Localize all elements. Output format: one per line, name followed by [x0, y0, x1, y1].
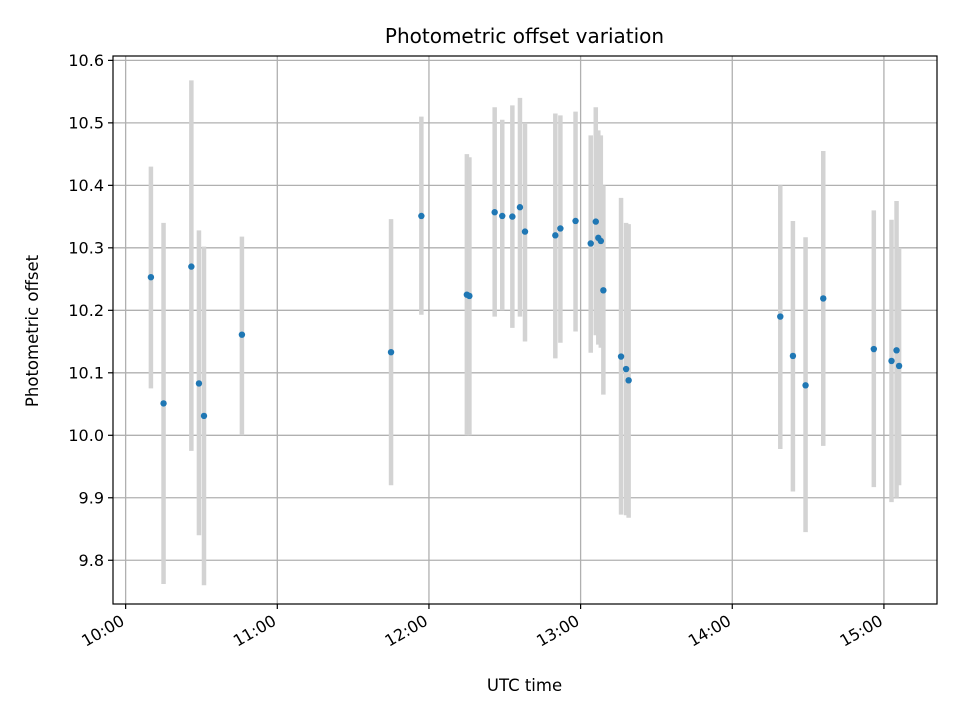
data-point [188, 263, 195, 270]
data-point [777, 313, 784, 320]
y-tick-label: 9.8 [79, 551, 104, 570]
x-axis-ticks: 10:00 11:00 12:00 13:00 14:00 15:00 [78, 604, 886, 651]
x-tick-label: 13:00 [533, 611, 582, 651]
data-point [587, 240, 594, 247]
data-point [557, 225, 564, 232]
y-tick-label: 9.9 [79, 488, 104, 507]
error-bars [148, 80, 902, 586]
x-tick-label: 14:00 [685, 611, 734, 651]
data-point [147, 273, 155, 281]
data-point [895, 362, 903, 370]
data-point [622, 365, 630, 373]
data-point [597, 237, 605, 245]
x-tick-label: 11:00 [230, 611, 279, 651]
y-tick-label: 10.4 [68, 176, 104, 195]
y-tick-label: 10.0 [68, 426, 104, 445]
data-point [600, 287, 607, 294]
x-tick-label: 10:00 [78, 611, 127, 651]
y-tick-label: 10.6 [68, 51, 104, 70]
data-point [802, 382, 809, 389]
data-point [387, 348, 395, 356]
y-tick-label: 10.2 [68, 301, 104, 320]
y-tick-label: 10.1 [68, 363, 104, 382]
axes-frame [112, 55, 938, 605]
y-tick-label: 10.5 [68, 113, 104, 132]
plot-frame [112, 55, 938, 605]
data-point [509, 213, 516, 220]
data-point [195, 380, 203, 387]
data-point [552, 232, 559, 239]
x-axis-label: UTC time [487, 676, 562, 695]
data-point [491, 209, 498, 216]
data-point [617, 353, 625, 360]
data-point [789, 352, 797, 360]
data-point [521, 228, 529, 235]
data-points [147, 204, 903, 420]
data-point [160, 400, 167, 407]
data-point [820, 295, 827, 302]
x-tick-label: 12:00 [382, 611, 431, 651]
data-point [200, 412, 208, 420]
x-tick-label: 15:00 [836, 611, 885, 651]
data-point [238, 331, 246, 338]
y-tick-label: 10.3 [68, 238, 104, 257]
data-point [516, 204, 524, 211]
data-point [592, 218, 599, 225]
y-axis-ticks: 9.8 9.9 10.0 10.1 10.2 10.3 10.4 10.5 10.6 [68, 51, 113, 570]
chart-title: Photometric offset variation [385, 24, 664, 48]
data-point [870, 345, 878, 353]
data-point [625, 377, 632, 384]
data-point [572, 217, 579, 225]
data-point [466, 292, 473, 300]
y-axis-label: Photometric offset [23, 254, 42, 407]
data-point [893, 347, 900, 354]
data-point [499, 212, 506, 220]
data-point [888, 357, 895, 365]
data-point [418, 212, 425, 220]
